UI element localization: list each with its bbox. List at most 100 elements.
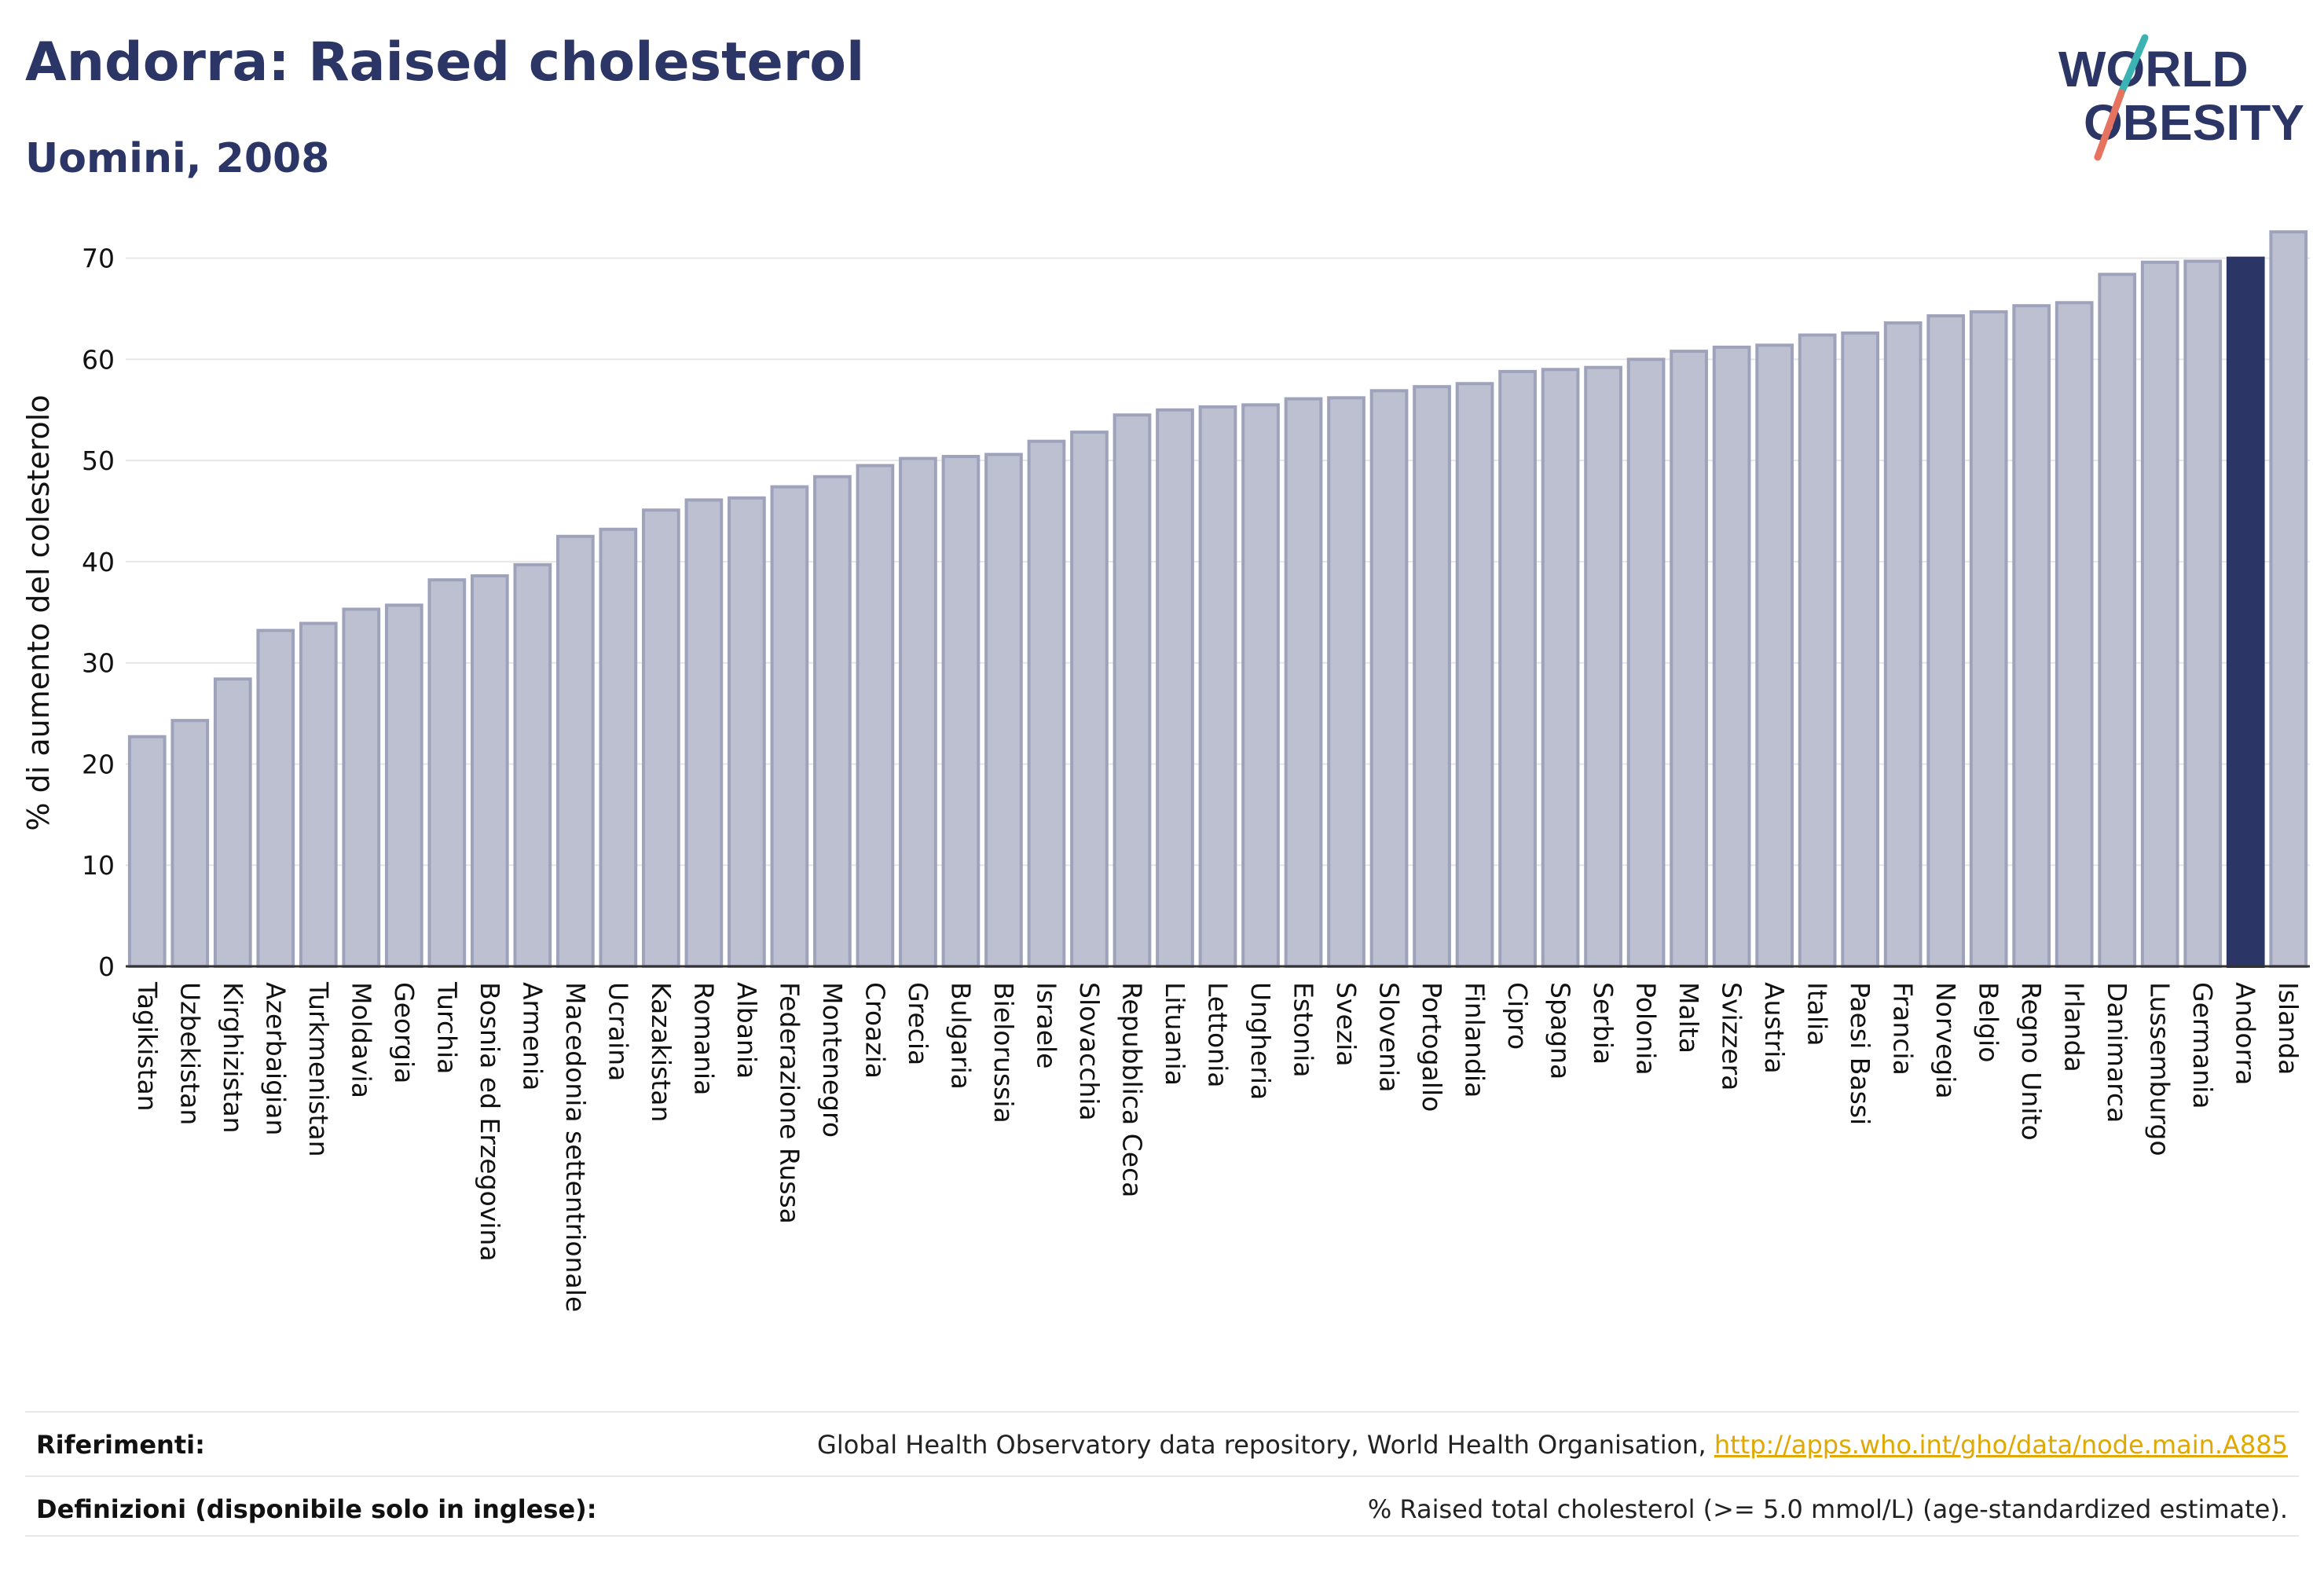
bar-kirghizistan — [213, 677, 252, 969]
bar-lituania — [1156, 408, 1194, 968]
bar-tagikistan — [127, 735, 167, 968]
bar-croazia — [856, 464, 895, 968]
x-tick-label: Croazia — [860, 982, 890, 1079]
y-tick-label: 70 — [82, 244, 115, 274]
bar-portogallo — [1413, 385, 1451, 969]
x-tick-label: Svezia — [1331, 982, 1362, 1067]
x-tick-label: Macedonia settentrionale — [560, 982, 591, 1312]
bar-danimarca — [2098, 273, 2137, 969]
x-tick-label: Kirghizistan — [218, 982, 248, 1134]
x-tick-label: Polonia — [1631, 982, 1662, 1076]
bar-federazione-russa — [770, 485, 809, 968]
x-tick-label: Romania — [688, 982, 719, 1095]
x-tick-label: Tagikistan — [132, 981, 163, 1112]
x-tick-label: Finlandia — [1460, 982, 1490, 1098]
bar-ucraina — [599, 527, 638, 968]
bar-slovenia — [1369, 389, 1409, 968]
x-tick-label: Uzbekistan — [174, 982, 205, 1125]
y-tick-label: 20 — [82, 749, 115, 779]
x-tick-label: Germania — [2187, 982, 2218, 1109]
bar-kazakistan — [642, 508, 680, 968]
bar-turchia — [427, 578, 467, 969]
logo-line1: WORLD — [2058, 41, 2249, 97]
x-tick-label: Bielorussia — [988, 982, 1019, 1123]
x-tick-label: Turchia — [431, 981, 462, 1074]
world-obesity-logo: WORLD OBESITY — [2058, 34, 2304, 161]
bar-georgia — [384, 603, 423, 969]
x-tick-label: Lituania — [1160, 982, 1190, 1086]
x-tick-label: Ungheria — [1245, 982, 1276, 1100]
x-tick-label: Svizzera — [1717, 982, 1747, 1090]
x-tick-label: Federazione Russa — [774, 982, 805, 1224]
references-text: Global Health Observatory data repositor… — [817, 1430, 1714, 1460]
bar-grecia — [899, 456, 937, 968]
x-tick-label: Slovacchia — [1074, 982, 1105, 1121]
bar-bosnia-ed-erzegovina — [470, 574, 509, 969]
x-tick-label: Grecia — [903, 982, 933, 1065]
bar-ungheria — [1241, 403, 1280, 968]
bar-francia — [1883, 321, 1923, 969]
x-tick-label: Armenia — [517, 982, 548, 1090]
bar-germania — [2183, 259, 2223, 968]
x-tick-label: Austria — [1759, 982, 1790, 1074]
x-tick-label: Bulgaria — [945, 982, 976, 1090]
x-tick-label: Georgia — [389, 982, 420, 1083]
x-tick-label: Irlanda — [2059, 982, 2090, 1072]
bar-lussemburgo — [2140, 260, 2179, 968]
bar-bielorussia — [984, 453, 1023, 968]
definitions-value: % Raised total cholesterol (>= 5.0 mmol/… — [1367, 1494, 2288, 1524]
bar-lettonia — [1198, 405, 1237, 968]
x-tick-label: Moldavia — [346, 982, 376, 1098]
x-tick-label: Turkmenistan — [303, 981, 334, 1157]
bar-svizzera — [1712, 345, 1751, 968]
y-tick-label: 50 — [82, 445, 115, 476]
logo-slash-bottom — [2094, 89, 2125, 161]
bar-polonia — [1626, 357, 1666, 968]
x-tick-label: Albania — [731, 982, 762, 1079]
x-tick-label: Paesi Bassi — [1845, 982, 1875, 1125]
bar-azerbaigian — [256, 629, 295, 968]
y-tick-label: 0 — [98, 951, 115, 982]
footer-bottom-divider — [25, 1535, 2299, 1537]
y-tick-label: 10 — [82, 850, 115, 881]
bar-israele — [1027, 439, 1066, 968]
references-row: Riferimenti: Global Health Observatory d… — [25, 1411, 2299, 1477]
x-tick-label: Portogallo — [1417, 982, 1447, 1112]
bar-austria — [1755, 343, 1794, 968]
x-tick-label: Belgio — [1974, 982, 2004, 1062]
bar-estonia — [1284, 397, 1323, 968]
bar-svezia — [1327, 396, 1365, 968]
definitions-label: Definizioni (disponibile solo in inglese… — [36, 1494, 597, 1524]
x-tick-label: Bosnia ed Erzegovina — [475, 982, 505, 1262]
x-tick-label: Cipro — [1502, 982, 1533, 1050]
y-tick-label: 30 — [82, 648, 115, 679]
chart-title: Andorra: Raised cholesterol — [25, 31, 865, 93]
definitions-row: Definizioni (disponibile solo in inglese… — [25, 1475, 2299, 1541]
x-tick-label: Slovenia — [1374, 982, 1405, 1092]
x-tick-label: Italia — [1802, 982, 1833, 1046]
x-tick-label: Francia — [1888, 982, 1919, 1076]
y-tick-label: 60 — [82, 344, 115, 375]
x-tick-label: Israele — [1031, 982, 1061, 1069]
bar-belgio — [1969, 310, 2008, 968]
bar-italia — [1798, 333, 1837, 968]
bar-repubblica-ceca — [1113, 413, 1152, 968]
x-tick-label: Danimarca — [2102, 982, 2132, 1123]
x-tick-label: Lussemburgo — [2145, 982, 2176, 1156]
bar-montenegro — [813, 475, 852, 968]
bar-irlanda — [2055, 301, 2094, 968]
x-tick-label: Malta — [1673, 982, 1704, 1054]
bar-bulgaria — [941, 455, 981, 968]
bar-andorra — [2226, 256, 2265, 968]
bar-cipro — [1498, 369, 1537, 968]
bar-uzbekistan — [170, 719, 210, 968]
x-tick-label: Andorra — [2231, 982, 2261, 1085]
references-label: Riferimenti: — [36, 1430, 205, 1460]
bar-slovacchia — [1070, 431, 1109, 968]
bar-macedonia-settentrionale — [556, 534, 595, 968]
bar-albania — [728, 496, 766, 968]
bar-finlandia — [1455, 382, 1494, 968]
y-tick-labels: 0 10 20 30 40 50 60 70 — [82, 244, 115, 982]
x-tick-label: Ucraina — [603, 982, 633, 1081]
references-link[interactable]: http://apps.who.int/gho/data/node.main.A… — [1714, 1430, 2288, 1460]
